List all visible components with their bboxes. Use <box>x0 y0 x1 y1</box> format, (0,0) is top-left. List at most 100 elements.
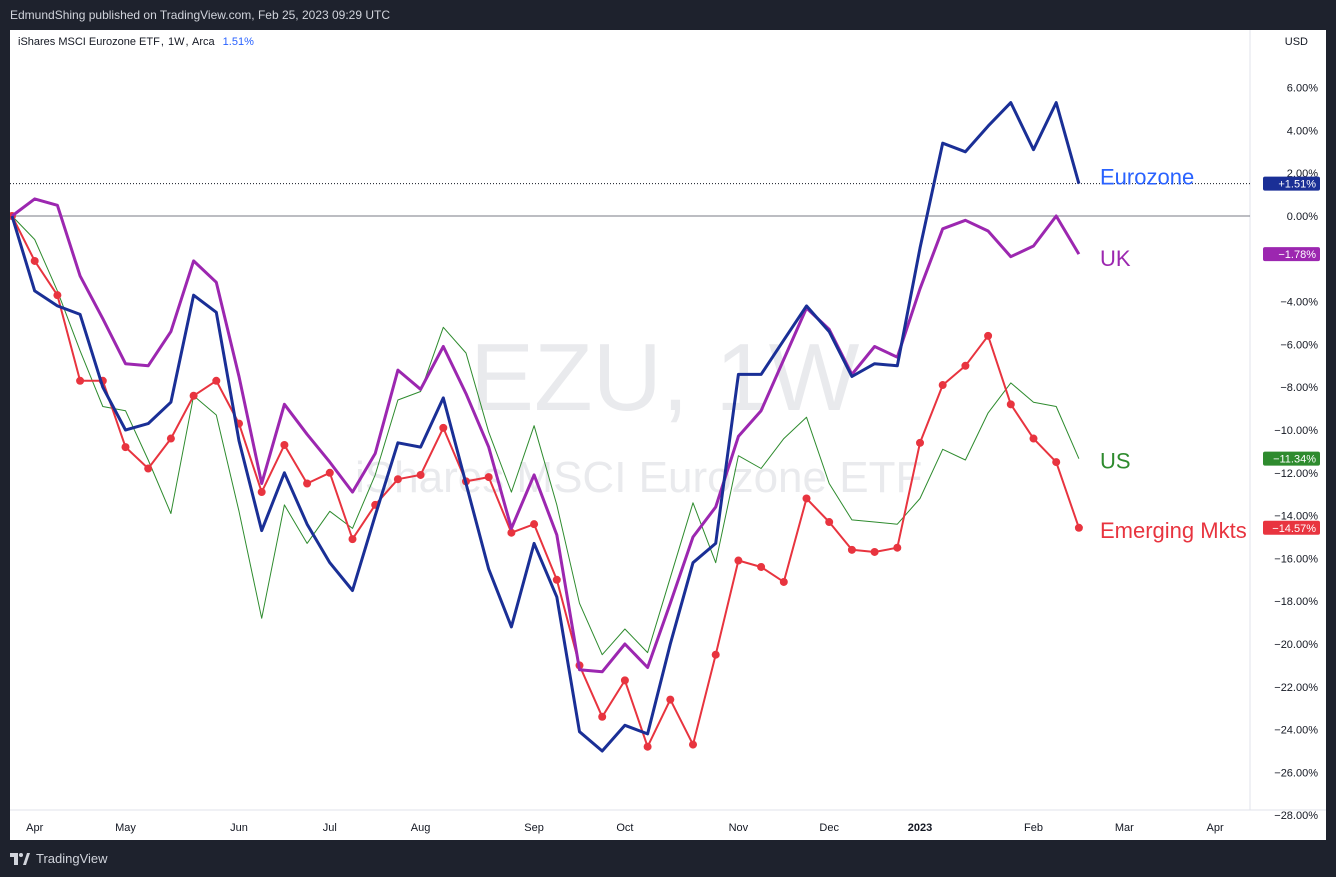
uk-series-label: UK <box>1100 246 1131 271</box>
emerging-mkts-point <box>847 545 856 554</box>
emerging-mkts-point <box>121 443 130 452</box>
emerging-mkts-point <box>1006 400 1015 409</box>
us-series-label: US <box>1100 449 1131 474</box>
emerging-mkts-point <box>643 742 652 751</box>
symbol-name: iShares MSCI Eurozone ETF <box>18 36 160 48</box>
y-tick-label: 6.00% <box>1287 83 1318 95</box>
emerging-mkts-price-label: −14.57% <box>1272 523 1316 535</box>
y-tick-label: −26.00% <box>1274 767 1318 779</box>
emerging-mkts-point <box>689 740 697 749</box>
footer: TradingView <box>0 840 1336 877</box>
uk-price-badge <box>1263 247 1320 262</box>
symbol-legend[interactable]: iShares MSCI Eurozone ETF, 1W, Arca 1.51… <box>18 36 254 48</box>
x-tick-label: Jul <box>323 822 337 834</box>
emerging-mkts-point <box>870 547 879 556</box>
emerging-mkts-point <box>439 423 448 432</box>
tradingview-logo-icon <box>10 852 30 865</box>
uk-price-label: −1.78% <box>1278 249 1316 261</box>
eurozone-price-label: +1.51% <box>1278 179 1316 191</box>
symbol-change: 1.51% <box>222 36 254 48</box>
y-tick-label: 0.00% <box>1287 211 1318 223</box>
eurozone-series-line <box>10 101 1081 753</box>
emerging-mkts-point <box>552 575 561 584</box>
watermark-name: iShares MSCI Eurozone ETF <box>355 453 922 502</box>
y-tick-label: −6.00% <box>1280 339 1318 351</box>
emerging-mkts-point <box>779 577 788 586</box>
emerging-mkts-point <box>53 291 62 300</box>
emerging-mkts-point <box>598 712 607 721</box>
emerging-mkts-point <box>325 468 334 477</box>
emerging-mkts-point <box>212 376 221 385</box>
us-price-badge <box>1263 451 1320 466</box>
emerging-mkts-point <box>166 434 175 443</box>
x-tick-label: Apr <box>26 822 43 834</box>
emerging-mkts-point <box>189 391 198 400</box>
emerging-mkts-point <box>620 676 629 685</box>
emerging-mkts-point <box>1029 434 1038 443</box>
emerging-mkts-point <box>484 473 493 482</box>
emerging-mkts-point <box>938 381 947 390</box>
eurozone-price-badge <box>1263 176 1320 191</box>
x-tick-label: Oct <box>616 822 633 834</box>
emerging-mkts-point <box>30 256 39 265</box>
y-tick-label: −18.00% <box>1274 596 1318 608</box>
y-tick-label: −16.00% <box>1274 553 1318 565</box>
currency-label: USD <box>1284 36 1308 48</box>
y-tick-label: −20.00% <box>1274 639 1318 651</box>
emerging-mkts-point <box>1074 523 1083 532</box>
x-tick-label: Feb <box>1024 822 1043 834</box>
emerging-mkts-point <box>507 528 516 537</box>
y-tick-label: 4.00% <box>1287 125 1318 137</box>
emerging-mkts-point <box>257 488 266 497</box>
x-tick-label: May <box>115 822 136 834</box>
y-tick-label: −14.00% <box>1274 511 1318 523</box>
y-tick-label: −28.00% <box>1274 810 1318 822</box>
x-tick-label: Aug <box>411 822 431 834</box>
emerging-mkts-point <box>961 361 970 370</box>
y-tick-label: −12.00% <box>1274 468 1318 480</box>
eurozone-series-label: Eurozone <box>1100 165 1194 190</box>
chart-frame[interactable]: EZU, 1W iShares MSCI Eurozone ETF 6.00% 4.0… <box>10 30 1326 840</box>
x-tick-label: Dec <box>819 822 839 834</box>
emerging-mkts-point <box>666 695 675 704</box>
emerging-mkts-price-badge <box>1263 520 1320 535</box>
y-tick-label: −24.00% <box>1274 725 1318 737</box>
y-tick-label: −10.00% <box>1274 425 1318 437</box>
emerging-mkts-point <box>916 438 924 447</box>
emerging-mkts-point <box>1052 458 1061 467</box>
emerging-mkts-point <box>802 494 811 503</box>
x-tick-label: Sep <box>524 822 544 834</box>
emerging-mkts-point <box>757 562 766 571</box>
x-tick-label: Nov <box>729 822 749 834</box>
publisher-text: EdmundShing published on TradingView.com… <box>10 8 391 22</box>
chart-svg[interactable]: EZU, 1W iShares MSCI Eurozone ETF 6.00% 4.0… <box>10 30 1326 840</box>
emerging-mkts-point <box>393 475 402 484</box>
y-tick-label: −8.00% <box>1280 382 1318 394</box>
emerging-mkts-point <box>893 543 902 552</box>
top-bar: EdmundShing published on TradingView.com… <box>0 0 1336 30</box>
emerging-mkts-point <box>144 464 153 473</box>
emerging-mkts-point <box>348 535 357 544</box>
us-series-line <box>11 215 1080 656</box>
us-price-label: −11.34% <box>1273 454 1316 466</box>
emerging-mkts-point <box>711 650 720 659</box>
tradingview-brand[interactable]: TradingView <box>10 851 108 866</box>
x-tick-label: Mar <box>1115 822 1134 834</box>
symbol-interval: 1W <box>167 36 185 48</box>
emerging-mkts-point <box>984 331 993 340</box>
emerging-mkts-series-label: Emerging Mkts <box>1100 518 1247 543</box>
emerging-mkts-point <box>530 520 539 529</box>
x-tick-label: 2023 <box>908 822 932 834</box>
y-tick-label: −22.00% <box>1274 682 1318 694</box>
y-tick-label: −4.00% <box>1280 297 1318 309</box>
emerging-mkts-point <box>76 376 85 385</box>
brand-name: TradingView <box>36 851 108 866</box>
emerging-mkts-point <box>416 470 425 479</box>
emerging-mkts-point <box>280 440 289 449</box>
emerging-mkts-series-line <box>11 215 1080 748</box>
emerging-mkts-point <box>303 479 312 488</box>
emerging-mkts-point <box>825 518 834 527</box>
symbol-exchange: Arca <box>191 36 215 48</box>
watermark-symbol: EZU, 1W <box>470 324 860 431</box>
x-tick-label: Jun <box>230 822 248 834</box>
